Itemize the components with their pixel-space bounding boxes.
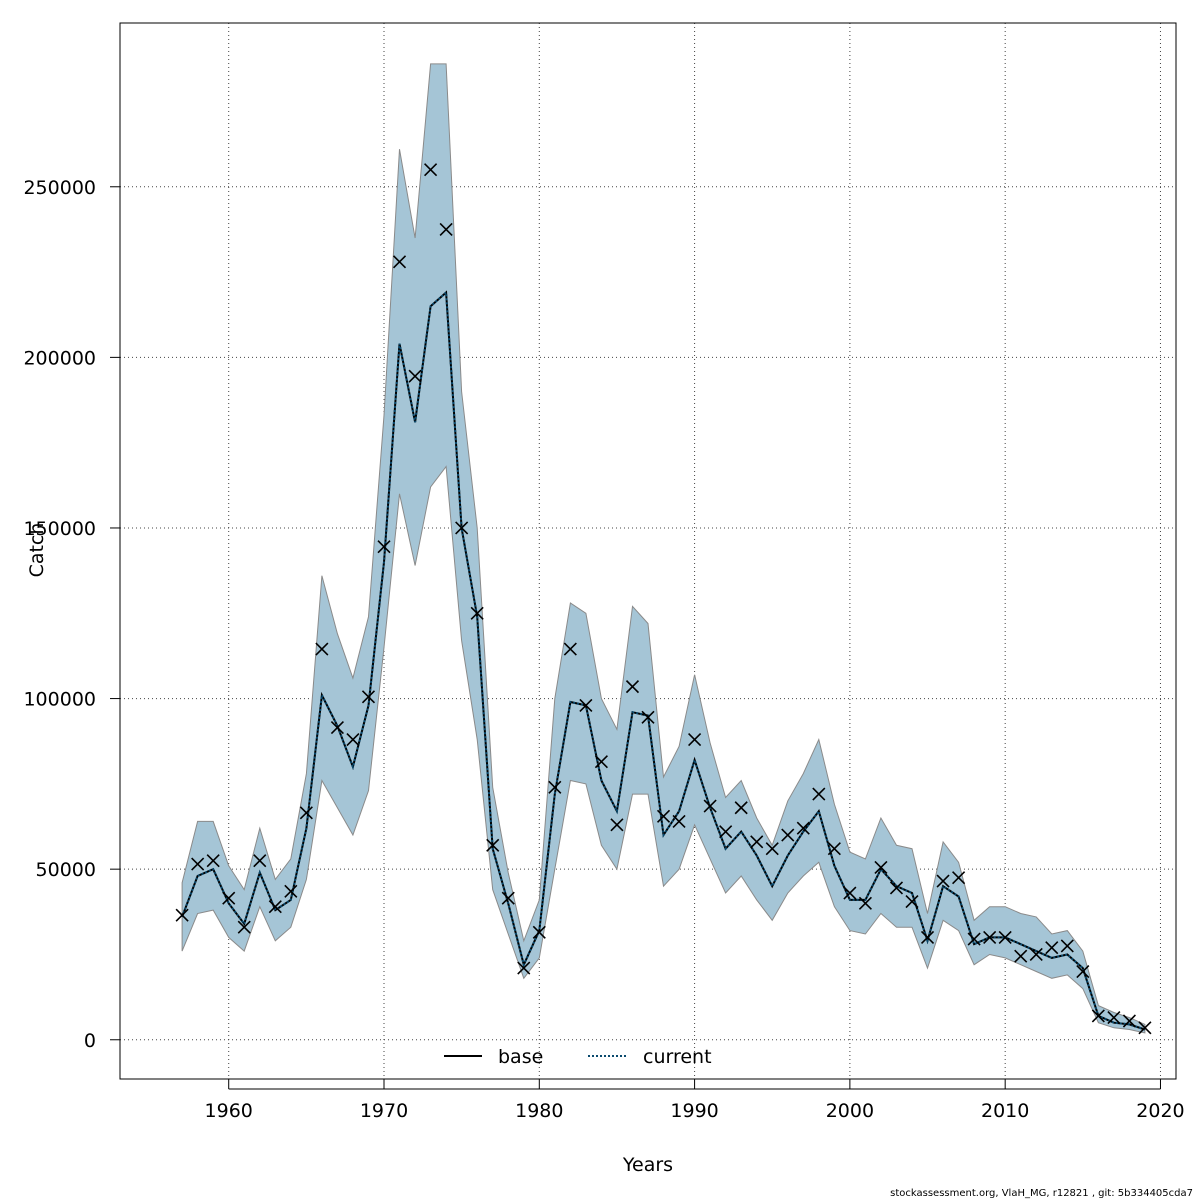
- observed-point: [1091, 1009, 1105, 1023]
- y-tick-label: 0: [84, 1030, 96, 1052]
- observed-point: [377, 540, 391, 554]
- observed-point: [1045, 941, 1059, 955]
- observed-point: [858, 896, 872, 910]
- observed-point: [392, 255, 407, 269]
- observed-point: [579, 698, 593, 712]
- observed-point: [284, 884, 298, 898]
- series-line-current: [181, 290, 1146, 1031]
- observed-point: [812, 787, 826, 801]
- observed-point: [656, 809, 671, 823]
- observed-point: [517, 961, 531, 975]
- x-tick-label: 1970: [360, 1100, 408, 1122]
- y-tick-label: 100000: [23, 689, 96, 711]
- observed-point: [253, 854, 267, 868]
- y-tick-label: 150000: [23, 518, 96, 540]
- observed-point: [983, 930, 997, 944]
- grid-lines: [120, 23, 1176, 1079]
- observed-point: [1138, 1021, 1152, 1035]
- confidence-band: [181, 63, 1146, 1034]
- observed-point: [905, 895, 919, 909]
- observed-point: [191, 857, 205, 871]
- observed-point: [874, 860, 888, 875]
- observed-point: [781, 828, 795, 842]
- observed-point: [299, 806, 313, 820]
- observed-point: [548, 780, 562, 794]
- observed-point: [486, 838, 500, 852]
- observed-point: [594, 755, 608, 769]
- observed-point: [610, 818, 624, 832]
- observed-point: [1076, 964, 1090, 979]
- observed-point: [563, 642, 577, 656]
- x-tick-label: 1990: [670, 1100, 718, 1122]
- y-tick-label: 250000: [23, 177, 96, 199]
- x-tick-label: 1980: [515, 1100, 563, 1122]
- x-tick-label: 2010: [981, 1100, 1029, 1122]
- observed-point: [439, 222, 453, 236]
- observed-point: [408, 369, 422, 383]
- observed-point: [346, 732, 360, 747]
- axes: 1960 1970 1980 1990 2000 2010 2020 0 50000 100000…: [23, 177, 1184, 1122]
- observed-point: [827, 842, 841, 856]
- observed-point: [750, 835, 764, 849]
- observed-point: [330, 721, 344, 735]
- observed-point: [625, 680, 640, 694]
- observed-point: [222, 891, 236, 905]
- y-tick-label: 50000: [36, 859, 96, 881]
- observed-point: [796, 821, 810, 835]
- y-tick-label: 200000: [23, 347, 96, 369]
- plot-frame: [119, 22, 1177, 1080]
- observed-point: [501, 891, 515, 905]
- confidence-band-layer: [181, 63, 1146, 1034]
- observed-point: [734, 801, 748, 815]
- observed-point: [455, 521, 469, 535]
- observed-point: [470, 606, 484, 620]
- observed-point: [967, 932, 981, 946]
- series-line-layer: [181, 290, 1146, 1031]
- observed-point: [765, 842, 779, 856]
- x-tick-label: 2020: [1136, 1100, 1184, 1122]
- observed-point: [268, 900, 282, 914]
- legend: base current: [444, 1046, 712, 1068]
- legend-base-label: base: [498, 1046, 543, 1068]
- y-axis-title: Catch: [26, 523, 48, 578]
- observed-point: [1029, 947, 1043, 962]
- footer-credit: stockassessment.org, VlaH_MG, r12821 , g…: [890, 1188, 1193, 1199]
- observed-points-layer: [175, 163, 1152, 1035]
- observed-point: [920, 930, 935, 944]
- observed-point: [206, 854, 220, 868]
- observed-point: [315, 642, 329, 656]
- observed-point: [1014, 949, 1028, 963]
- observed-point: [1122, 1014, 1136, 1028]
- observed-point: [1060, 939, 1074, 953]
- observed-point: [361, 690, 376, 704]
- observed-point: [688, 732, 702, 747]
- observed-point: [672, 814, 686, 828]
- legend-current-label: current: [643, 1046, 712, 1068]
- x-tick-label: 1960: [205, 1100, 253, 1122]
- x-tick-label: 2000: [826, 1100, 874, 1122]
- observed-point: [237, 920, 251, 934]
- observed-point: [952, 871, 966, 885]
- x-axis-title: Years: [622, 1154, 673, 1176]
- observed-point: [175, 908, 189, 922]
- observed-point: [719, 825, 733, 839]
- observed-point: [889, 881, 904, 895]
- observed-point: [703, 799, 717, 813]
- observed-point: [998, 930, 1012, 944]
- observed-point: [936, 874, 950, 888]
- observed-point: [424, 163, 438, 177]
- observed-point: [532, 925, 546, 939]
- observed-point: [1107, 1011, 1121, 1025]
- observed-point: [641, 710, 655, 724]
- observed-point: [843, 886, 857, 900]
